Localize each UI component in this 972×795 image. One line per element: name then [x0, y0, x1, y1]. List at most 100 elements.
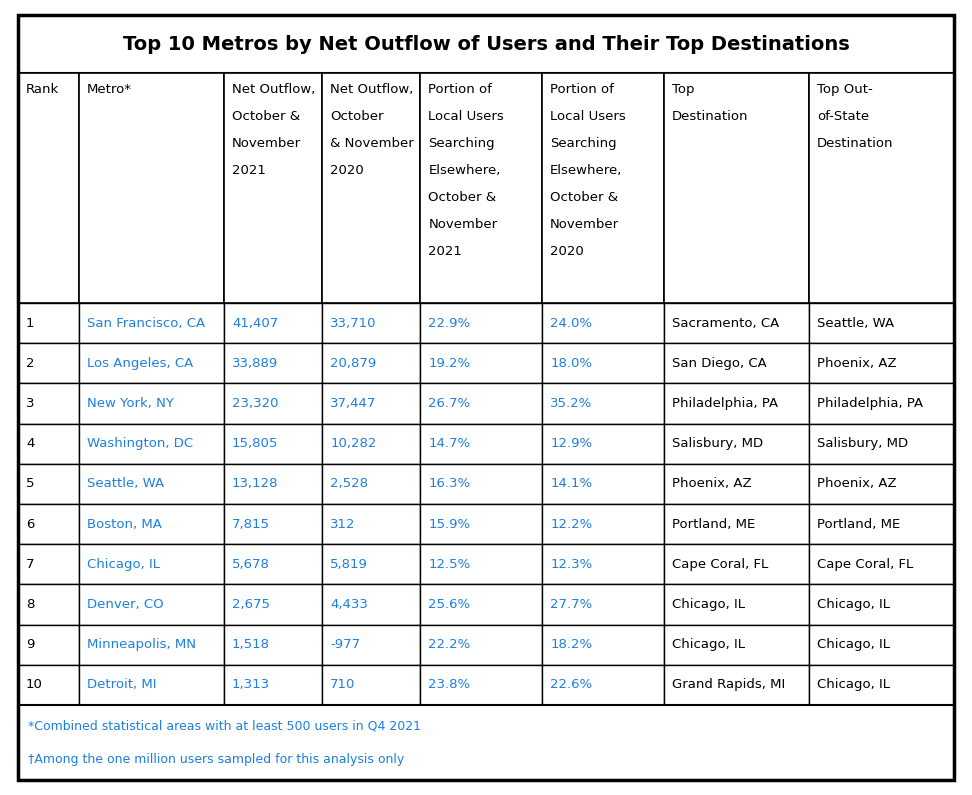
Text: Salisbury, MD: Salisbury, MD [672, 437, 763, 450]
Bar [224, 383, 322, 424]
Text: Sacramento, CA: Sacramento, CA [672, 316, 780, 330]
Bar [322, 343, 421, 383]
Bar [664, 584, 809, 625]
Bar [421, 463, 542, 504]
Text: Net Outflow,

October &

November

2021: Net Outflow, October & November 2021 [232, 83, 315, 177]
Bar [224, 665, 322, 705]
Bar [542, 383, 664, 424]
Bar [224, 424, 322, 463]
Text: 18.2%: 18.2% [550, 638, 592, 651]
Text: 26.7%: 26.7% [429, 397, 470, 410]
Bar [809, 383, 954, 424]
Bar [79, 424, 224, 463]
Text: Boston, MA: Boston, MA [87, 518, 161, 530]
Text: 312: 312 [330, 518, 356, 530]
Text: 22.9%: 22.9% [429, 316, 470, 330]
Text: Net Outflow,

October

& November

2020: Net Outflow, October & November 2020 [330, 83, 414, 177]
Text: 10: 10 [26, 678, 43, 692]
Text: Grand Rapids, MI: Grand Rapids, MI [672, 678, 785, 692]
Bar [18, 584, 79, 625]
Text: 2,528: 2,528 [330, 478, 368, 491]
Text: Metro*: Metro* [87, 83, 132, 96]
Bar [18, 625, 79, 665]
Bar [18, 303, 79, 343]
Bar [79, 73, 224, 303]
Text: Top 10 Metros by Net Outflow of Users and Their Top Destinations: Top 10 Metros by Net Outflow of Users an… [122, 34, 850, 53]
Bar [421, 73, 542, 303]
Bar [322, 424, 421, 463]
Bar [224, 545, 322, 584]
Text: Phoenix, AZ: Phoenix, AZ [816, 478, 896, 491]
Text: 41,407: 41,407 [232, 316, 278, 330]
Text: 24.0%: 24.0% [550, 316, 592, 330]
Text: 1,518: 1,518 [232, 638, 270, 651]
Text: 22.2%: 22.2% [429, 638, 470, 651]
Bar [542, 625, 664, 665]
Bar [421, 545, 542, 584]
Bar [809, 625, 954, 665]
Text: 33,710: 33,710 [330, 316, 377, 330]
Bar [809, 424, 954, 463]
Text: Minneapolis, MN: Minneapolis, MN [87, 638, 195, 651]
Text: Top

Destination: Top Destination [672, 83, 748, 123]
Text: 35.2%: 35.2% [550, 397, 592, 410]
Bar [79, 545, 224, 584]
Text: Chicago, IL: Chicago, IL [672, 638, 745, 651]
Bar [664, 303, 809, 343]
Bar [18, 15, 954, 73]
Bar [664, 504, 809, 545]
Text: Seattle, WA: Seattle, WA [87, 478, 164, 491]
Text: Portland, ME: Portland, ME [672, 518, 755, 530]
Bar [224, 584, 322, 625]
Text: 16.3%: 16.3% [429, 478, 470, 491]
Bar [664, 625, 809, 665]
Text: 12.3%: 12.3% [550, 558, 592, 571]
Text: 19.2%: 19.2% [429, 357, 470, 370]
Text: Rank: Rank [26, 83, 59, 96]
Bar [809, 463, 954, 504]
Bar [79, 504, 224, 545]
Bar [542, 343, 664, 383]
Bar [809, 584, 954, 625]
Bar [224, 504, 322, 545]
Bar [322, 665, 421, 705]
Text: 25.6%: 25.6% [429, 598, 470, 611]
Text: *Combined statistical areas with at least 500 users in Q4 2021: *Combined statistical areas with at leas… [28, 719, 421, 732]
Bar [18, 504, 79, 545]
Bar [664, 424, 809, 463]
Text: Portion of

Local Users

Searching

Elsewhere,

October &

November

2020: Portion of Local Users Searching Elsewhe… [550, 83, 626, 258]
Bar [421, 424, 542, 463]
Text: Philadelphia, PA: Philadelphia, PA [672, 397, 778, 410]
Bar [79, 383, 224, 424]
Bar [18, 383, 79, 424]
Text: 14.1%: 14.1% [550, 478, 592, 491]
Text: 710: 710 [330, 678, 356, 692]
Text: Cape Coral, FL: Cape Coral, FL [672, 558, 768, 571]
Text: 12.2%: 12.2% [550, 518, 592, 530]
Text: 18.0%: 18.0% [550, 357, 592, 370]
Text: San Francisco, CA: San Francisco, CA [87, 316, 205, 330]
Bar [18, 705, 954, 780]
Text: 5: 5 [26, 478, 34, 491]
Bar [18, 73, 954, 303]
Bar [224, 463, 322, 504]
Text: Los Angeles, CA: Los Angeles, CA [87, 357, 193, 370]
Bar [322, 504, 421, 545]
Bar [542, 504, 664, 545]
Bar [79, 625, 224, 665]
Text: 20,879: 20,879 [330, 357, 376, 370]
Text: 3: 3 [26, 397, 34, 410]
Text: Salisbury, MD: Salisbury, MD [816, 437, 908, 450]
Bar [224, 343, 322, 383]
Bar [664, 545, 809, 584]
Text: Portion of

Local Users

Searching

Elsewhere,

October &

November

2021: Portion of Local Users Searching Elsewhe… [429, 83, 504, 258]
Text: 12.5%: 12.5% [429, 558, 470, 571]
Text: Phoenix, AZ: Phoenix, AZ [672, 478, 751, 491]
Text: Denver, CO: Denver, CO [87, 598, 163, 611]
Text: 5,819: 5,819 [330, 558, 368, 571]
Bar [664, 383, 809, 424]
Text: San Diego, CA: San Diego, CA [672, 357, 767, 370]
Bar [224, 73, 322, 303]
Text: 27.7%: 27.7% [550, 598, 592, 611]
Text: Chicago, IL: Chicago, IL [87, 558, 159, 571]
